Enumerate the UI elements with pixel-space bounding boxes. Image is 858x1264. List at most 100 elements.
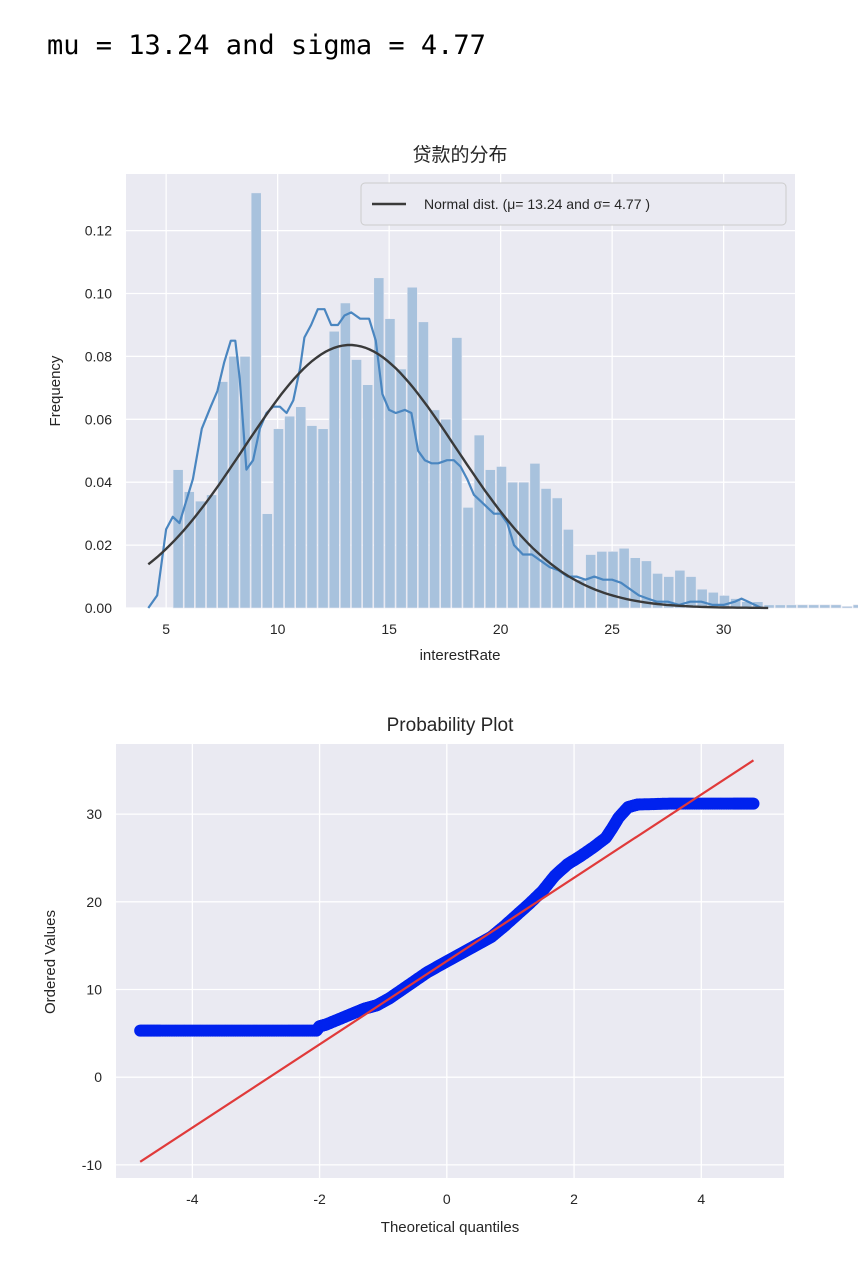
hist-xtick-label: 5 <box>162 621 170 637</box>
hist-bar <box>797 604 808 609</box>
prob-xtick-label: 4 <box>697 1191 705 1207</box>
prob-ytick-label: 0 <box>94 1069 102 1085</box>
hist-bar <box>462 507 474 609</box>
hist-bar <box>696 588 708 609</box>
hist-bar <box>328 330 340 609</box>
hist-bar <box>317 428 329 609</box>
hist-bar <box>496 466 507 609</box>
prob-ylabel: Ordered Values <box>42 910 59 1014</box>
hist-bar <box>206 494 217 609</box>
hist-ytick-label: 0.00 <box>85 600 112 616</box>
hist-bar <box>518 481 530 609</box>
prob-xtick-label: 0 <box>443 1191 451 1207</box>
hist-bar <box>563 529 574 609</box>
hist-bar <box>574 579 585 609</box>
prob-xtick-label: -2 <box>313 1191 326 1207</box>
hist-bar <box>273 428 284 609</box>
hist-bar <box>618 547 630 609</box>
hist-bar <box>852 604 858 609</box>
hist-bar <box>585 554 597 609</box>
hist-bar <box>507 481 519 609</box>
hist-bar <box>808 604 820 609</box>
hist-xlabel: interestRate <box>420 647 501 664</box>
hist-bar <box>217 381 229 609</box>
prob-title: Probability Plot <box>387 715 514 736</box>
hist-bar <box>484 469 496 609</box>
hist-bar <box>228 356 240 609</box>
legend-entry: Normal dist. (μ= 13.24 and σ= 4.77 ) <box>424 196 650 212</box>
hist-bar <box>763 604 775 609</box>
normal-dist-line <box>147 343 769 610</box>
hist-bar <box>652 573 663 609</box>
hist-bar <box>451 337 463 609</box>
hist-bar <box>819 604 831 609</box>
hist-bar <box>395 368 407 609</box>
prob-ytick-label: 20 <box>86 894 102 910</box>
hist-bar <box>418 321 429 609</box>
hist-bar <box>261 513 273 609</box>
hist-bar <box>284 415 296 609</box>
hist-bar <box>629 557 641 609</box>
hist-bar <box>362 384 374 609</box>
prob-ytick-label: 10 <box>86 981 102 997</box>
prob-point <box>747 797 760 810</box>
hist-ytick-label: 0.06 <box>85 411 112 427</box>
hist-bar <box>529 463 541 609</box>
hist-bar <box>719 595 730 609</box>
hist-bars <box>172 192 858 609</box>
hist-bar <box>786 604 797 609</box>
histogram-chart: 5 10 15 20 25 300.000.020.040.060.080.100.12 … <box>47 144 858 664</box>
hist-ytick-label: 0.02 <box>85 537 112 553</box>
hist-lines <box>147 308 769 610</box>
hist-ytick-label: 0.08 <box>85 348 112 364</box>
prob-ytick-label: -10 <box>82 1157 102 1173</box>
hist-bar <box>340 302 351 609</box>
hist-xtick-label: 20 <box>493 621 509 637</box>
hist-bar <box>250 192 262 609</box>
hist-title: 贷款的分布 <box>412 144 507 166</box>
fit-line <box>139 759 755 1163</box>
hist-ylabel: Frequency <box>47 355 64 426</box>
prob-xtick-label: -4 <box>186 1191 199 1207</box>
prob-ytick-label: 30 <box>86 806 102 822</box>
legend-box <box>360 182 787 226</box>
cell-output-text: mu = 13.24 and sigma = 4.77 <box>47 30 486 61</box>
hist-bar <box>440 419 452 609</box>
hist-bar <box>429 409 440 609</box>
hist-xtick-label: 25 <box>604 621 620 637</box>
hist-bar <box>663 576 675 609</box>
prob-fit-line <box>139 759 755 1163</box>
hist-ytick-label: 0.10 <box>85 286 112 302</box>
hist-bar <box>551 497 563 609</box>
hist-bar <box>841 606 853 609</box>
hist-bar <box>172 469 184 609</box>
hist-xtick-label: 15 <box>381 621 397 637</box>
hist-bar <box>373 277 385 609</box>
hist-bar <box>641 560 652 609</box>
hist-xtick-label: 10 <box>270 621 286 637</box>
hist-bar <box>540 488 552 609</box>
prob-ticks: -4 -2 0 2 4 -10 0 10 20 30 <box>82 806 706 1207</box>
probability-plot-chart: -4 -2 0 2 4 -10 0 10 20 30 Probability Plot Theor… <box>42 715 784 1236</box>
hist-xtick-label: 30 <box>716 621 732 637</box>
hist-bar <box>351 359 362 609</box>
hist-bar <box>674 569 686 609</box>
hist-legend: Normal dist. (μ= 13.24 and σ= 4.77 ) <box>360 182 787 226</box>
hist-bar <box>295 406 307 609</box>
hist-bar <box>239 356 251 609</box>
hist-bar <box>183 491 195 609</box>
hist-bar <box>406 286 418 609</box>
hist-bar <box>830 604 842 609</box>
hist-bar <box>685 576 697 609</box>
hist-bar <box>774 604 786 609</box>
hist-bar <box>384 318 396 609</box>
hist-ytick-label: 0.04 <box>85 474 112 490</box>
hist-bar <box>306 425 318 609</box>
prob-xtick-label: 2 <box>570 1191 578 1207</box>
hist-ticks: 5 10 15 20 25 30 0.00 0.02 0.04 0.06 0.08 0.10 0.12 <box>85 223 732 637</box>
kde-line <box>147 308 762 609</box>
hist-bar <box>195 500 206 609</box>
hist-ytick-label: 0.12 <box>85 223 112 239</box>
prob-xlabel: Theoretical quantiles <box>381 1219 519 1236</box>
